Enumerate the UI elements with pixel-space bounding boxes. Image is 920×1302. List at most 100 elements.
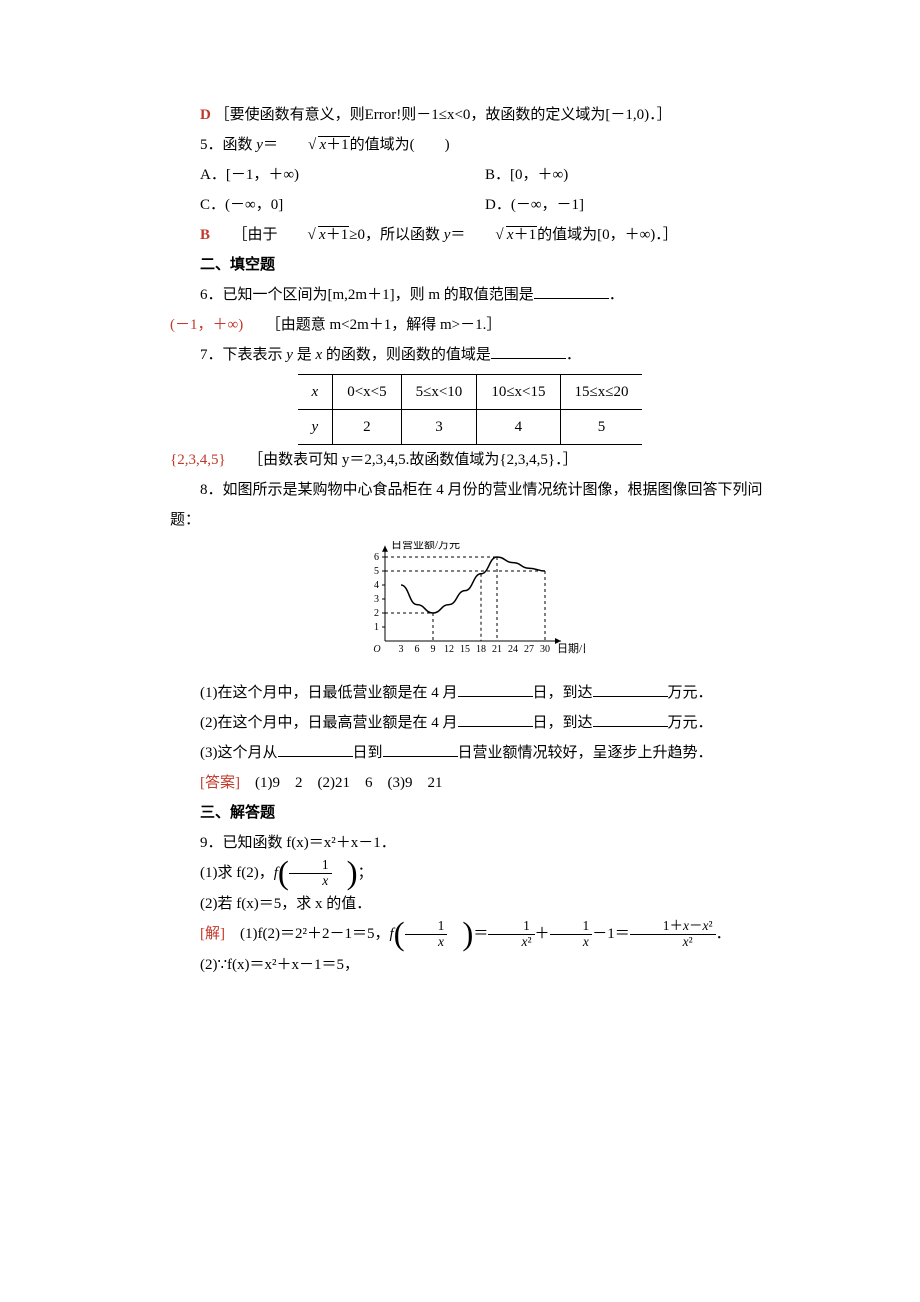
- svg-text:日期/日: 日期/日: [557, 642, 585, 655]
- spacer2: [447, 926, 462, 942]
- tr2: 3: [401, 410, 477, 445]
- q5-ans-c: ＝: [450, 227, 465, 243]
- svg-text:15: 15: [460, 644, 470, 655]
- q5-answer: B ［由于x＋1≥0，所以函数 y＝x＋1的值域为[0，＋∞)．］: [170, 220, 770, 250]
- svg-text:6: 6: [415, 644, 420, 655]
- section-2-heading: 二、填空题: [170, 250, 770, 280]
- q5-answer-letter: B: [200, 227, 210, 243]
- th2: 5≤x<10: [401, 375, 477, 410]
- q4-answer: D ［要使函数有意义，则Error!则－1≤x<0，故函数的定义域为[－1,0)…: [170, 100, 770, 130]
- q9-sol1: [解] (1)f(2)＝2²＋2－1＝5，f(1x )＝1x²＋1x－1＝1＋x…: [170, 919, 770, 950]
- table-row-head: x 0<x<5 5≤x<10 10≤x<15 15≤x≤20: [298, 375, 643, 410]
- q8s3c: 日营业额情况较好，呈逐步上升趋势．: [458, 745, 713, 761]
- tr4: 5: [560, 410, 642, 445]
- svg-text:30: 30: [540, 644, 550, 655]
- q5-stem-a: 5．函数: [200, 137, 256, 153]
- q5-stem-c: 的值域为( ): [350, 137, 450, 153]
- svg-text:5: 5: [374, 566, 379, 577]
- q9sol1d: －1＝: [592, 926, 630, 942]
- lparen2-icon: (: [394, 916, 405, 952]
- q5-stem-b: ＝: [263, 137, 278, 153]
- q9sol1a: (1)f(2)＝2²＋2－1＝5，: [225, 926, 389, 942]
- rparen2-icon: ): [462, 916, 473, 952]
- q7-stem-c: 的函数，则函数的值域是: [322, 347, 491, 363]
- table-row-body: y 2 3 4 5: [298, 410, 643, 445]
- frac-1-x2b: 1x²: [488, 919, 534, 950]
- q8s3a: (3)这个月从: [200, 745, 278, 761]
- frac-1-x: 1x: [289, 858, 332, 889]
- q8-stem: 8．如图所示是某购物中心食品柜在 4 月份的营业情况统计图像，根据图像回答下列问…: [170, 475, 770, 535]
- frac-1-xb: 1x: [550, 919, 593, 950]
- tr3: 4: [477, 410, 560, 445]
- q5-options: A．[－1，＋∞) B．[0，＋∞) C．(－∞，0] D．(－∞，－1]: [200, 160, 770, 220]
- th0: x: [298, 375, 333, 410]
- svg-text:O: O: [373, 644, 380, 655]
- q9-stem: 9．已知函数 f(x)＝x²＋x－1．: [170, 828, 770, 858]
- q8s2c: 万元．: [668, 715, 713, 731]
- q7-answer-a: {2,3,4,5}: [170, 452, 226, 468]
- q9sol1c: ＋: [535, 926, 550, 942]
- q5-opt-c: C．(－∞，0]: [200, 190, 485, 220]
- q5-ans-b: ≥0，所以函数: [349, 227, 443, 243]
- chart-svg: 12345636912151821242730O日营业额/万元日期/日: [355, 541, 585, 661]
- q8-blank5: [278, 741, 353, 757]
- sqrt-xp1c: x＋1: [465, 220, 537, 250]
- q8s2b: 日，到达: [533, 715, 593, 731]
- q8-answer-label: [答案]: [200, 775, 240, 791]
- q8-blank2: [593, 681, 668, 697]
- q7-stem-b: 是: [293, 347, 316, 363]
- q6-stem-b: ．: [609, 287, 624, 303]
- svg-text:4: 4: [374, 580, 379, 591]
- q8-blank1: [458, 681, 533, 697]
- q5-ans-a: ［由于: [233, 227, 278, 243]
- q6-answer: (－1，＋∞) ［由题意 m<2m＋1，解得 m>－1.］: [170, 310, 770, 340]
- q4-answer-text: ［要使函数有意义，则Error!则－1≤x<0，故函数的定义域为[－1,0)．］: [215, 107, 672, 123]
- svg-text:27: 27: [524, 644, 534, 655]
- q8s3b: 日到: [353, 745, 383, 761]
- q7-answer: {2,3,4,5} ［由数表可知 y＝2,3,4,5.故函数值域为{2,3,4,…: [170, 445, 770, 475]
- q5-opt-d: D．(－∞，－1]: [485, 190, 770, 220]
- q8-sub2: (2)在这个月中，日最高营业额是在 4 月日，到达万元．: [170, 708, 770, 738]
- q7-stem-a: 7．下表表示: [200, 347, 286, 363]
- svg-text:2: 2: [374, 608, 379, 619]
- q6-stem-a: 6．已知一个区间为[m,2m＋1]，则 m 的取值范围是: [200, 287, 534, 303]
- th4: 15≤x≤20: [560, 375, 642, 410]
- svg-text:日营业额/万元: 日营业额/万元: [391, 541, 460, 551]
- q5-opt-a: A．[－1，＋∞): [200, 160, 485, 190]
- lparen-icon: (: [278, 856, 289, 892]
- th1: 0<x<5: [333, 375, 401, 410]
- q9s1a: (1)求 f(2)，: [200, 865, 274, 881]
- q9s1b: ；: [358, 865, 373, 881]
- svg-text:18: 18: [476, 644, 486, 655]
- q8-blank4: [593, 711, 668, 727]
- svg-text:24: 24: [508, 644, 518, 655]
- q8-answer-text: (1)9 2 (2)21 6 (3)9 21: [240, 775, 442, 791]
- spacer1: [332, 865, 347, 881]
- sqrt-xp1: x＋1: [278, 130, 350, 160]
- sqrt-xp1b: x＋1: [278, 220, 350, 250]
- q8-blank3: [458, 711, 533, 727]
- svg-text:3: 3: [374, 594, 379, 605]
- q7-table: x 0<x<5 5≤x<10 10≤x<15 15≤x≤20 y 2 3 4 5: [298, 374, 643, 445]
- svg-text:6: 6: [374, 552, 379, 563]
- q4-answer-letter: D: [200, 107, 211, 123]
- q8-sub1: (1)在这个月中，日最低营业额是在 4 月日，到达万元．: [170, 678, 770, 708]
- var-y3: y: [286, 347, 293, 363]
- svg-text:9: 9: [431, 644, 436, 655]
- q6-answer-b: ［由题意 m<2m＋1，解得 m>－1.］: [266, 317, 502, 333]
- q7-blank: [491, 343, 566, 359]
- section-3-heading: 三、解答题: [170, 798, 770, 828]
- var-y: y: [256, 137, 263, 153]
- frac-1-x2: 1x: [405, 919, 448, 950]
- rparen-icon: ): [347, 856, 358, 892]
- q7-stem-d: ．: [566, 347, 581, 363]
- svg-text:12: 12: [444, 644, 454, 655]
- q9-sub1: (1)求 f(2)，f(1x )；: [170, 858, 770, 889]
- th3: 10≤x<15: [477, 375, 560, 410]
- q7-stem: 7．下表表示 y 是 x 的函数，则函数的值域是．: [170, 340, 770, 370]
- q8-blank6: [383, 741, 458, 757]
- q6-blank: [534, 283, 609, 299]
- q6-answer-a: (－1，＋∞): [170, 317, 243, 333]
- q8s1c: 万元．: [668, 685, 713, 701]
- q5-opt-b: B．[0，＋∞): [485, 160, 770, 190]
